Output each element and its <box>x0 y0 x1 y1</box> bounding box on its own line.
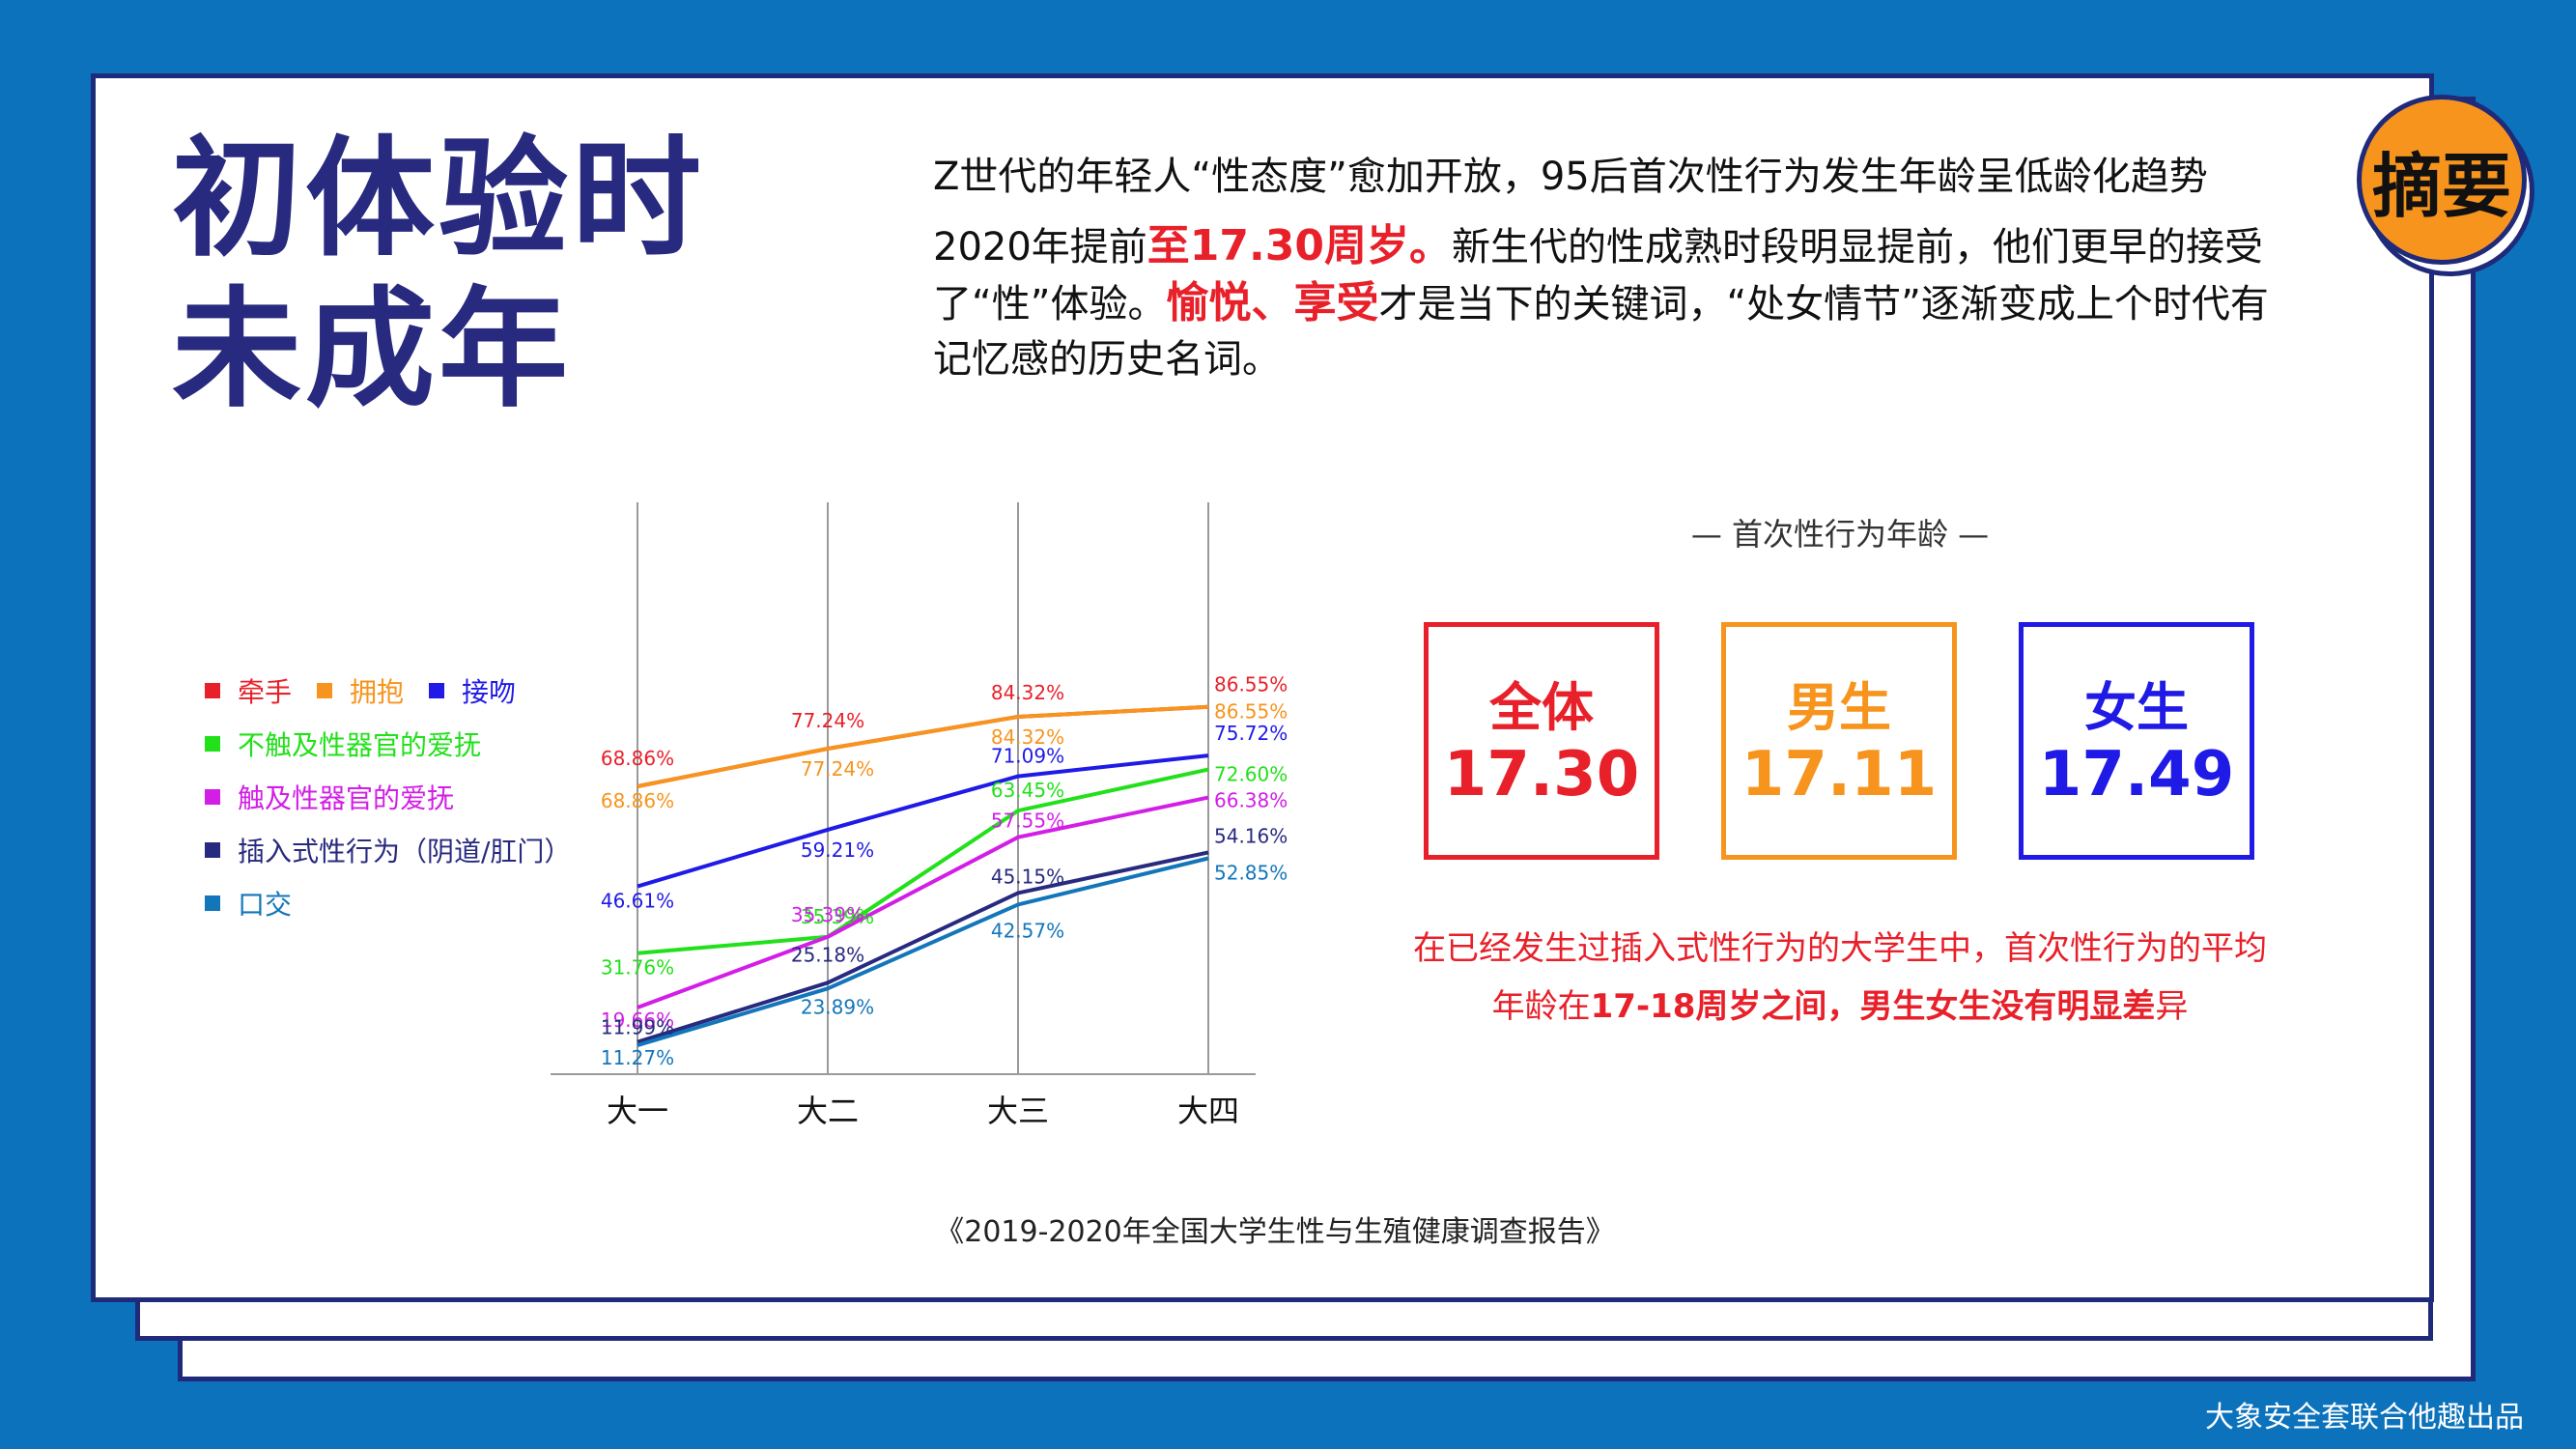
data-label: 63.45% <box>991 779 1064 802</box>
legend-item-oral: 口交 <box>205 884 292 923</box>
legend-label: 触及性器官的爱抚 <box>238 782 455 814</box>
series-line-6 <box>637 850 1209 1044</box>
legend-swatch <box>429 683 445 698</box>
data-label: 11.27% <box>601 1046 674 1069</box>
legend-swatch <box>317 683 333 698</box>
summary-badge: 摘要 <box>2357 95 2527 265</box>
legend-row-2: 不触及性器官的爱抚 <box>205 729 596 761</box>
legend-label: 口交 <box>238 889 293 921</box>
age-note: 在已经发生过插入式性行为的大学生中，首次性行为的平均 年龄在17-18周岁之间，… <box>1343 920 2337 1036</box>
para-text-1: 2020年提前 <box>933 225 1147 270</box>
age-box-value: 17.30 <box>1443 739 1640 810</box>
age-box-label: 男生 <box>1787 677 1891 738</box>
legend-item-kiss: 接吻 <box>429 671 516 710</box>
age-section-title: — 首次性行为年龄 — <box>1690 516 1990 553</box>
data-label: 86.55% <box>1214 700 1288 724</box>
data-label: 25.18% <box>791 943 864 966</box>
chart-legend: 牵手 拥抱 接吻 不触及性器官的爱抚 触及性器官的爱抚 插入式性行为（阴道/肛门… <box>205 676 596 942</box>
line-chart: 大一 大二 大三 大四 68.86% 77.24% 84.32% 86.55% 68.86% 77… <box>551 502 1288 1129</box>
note-text-a: 年龄在 <box>1491 987 1591 1026</box>
legend-swatch <box>205 736 220 752</box>
series-line-1 <box>637 704 1209 788</box>
para-text-2: 新生代的性成熟时段明显提前，他们更早的接受了“性”体验。 <box>933 225 2263 327</box>
series-line-3 <box>637 753 1209 889</box>
data-label: 68.86% <box>601 747 674 770</box>
lead-sentence: Z世代的年轻人“性态度”愈加开放，95后首次性行为发生年龄呈低龄化趋势 <box>933 155 2208 199</box>
age-box-value: 17.11 <box>1741 739 1938 810</box>
data-label: 54.16% <box>1214 824 1288 847</box>
age-note-line-1: 在已经发生过插入式性行为的大学生中，首次性行为的平均 <box>1413 929 2267 968</box>
x-tick-label: 大一 <box>607 1093 668 1129</box>
age-box-label: 全体 <box>1489 677 1594 738</box>
series-line-4 <box>637 767 1209 955</box>
series-line-2 <box>637 704 1209 788</box>
data-label: 86.55% <box>1214 673 1288 696</box>
data-label: 19.66% <box>601 1009 674 1032</box>
legend-item-hold-hands: 牵手 <box>205 671 292 710</box>
legend-label: 插入式性行为（阴道/肛门） <box>238 836 572 867</box>
data-label: 59.21% <box>801 838 874 862</box>
age-box-female: 女生 17.49 <box>2019 622 2254 860</box>
legend-label: 拥抱 <box>350 676 405 708</box>
legend-swatch <box>205 683 220 698</box>
page-title: 初体验时 未成年 <box>172 124 705 425</box>
legend-label: 牵手 <box>238 676 293 708</box>
legend-swatch <box>205 895 220 911</box>
data-label: 42.57% <box>991 919 1064 942</box>
data-label: 45.15% <box>991 865 1064 888</box>
para-highlight-age: 至17.30周岁。 <box>1146 221 1452 270</box>
main-card <box>91 73 2434 1302</box>
legend-label: 接吻 <box>462 676 517 708</box>
legend-item-hug: 拥抱 <box>317 671 404 710</box>
legend-row-1: 牵手 拥抱 接吻 <box>205 676 596 708</box>
legend-swatch <box>205 842 220 858</box>
data-label: 68.86% <box>601 789 674 812</box>
data-label: 31.76% <box>601 956 674 980</box>
legend-item-caress-no-genital: 不触及性器官的爱抚 <box>205 724 481 763</box>
age-box-male: 男生 17.11 <box>1721 622 1957 860</box>
data-label: 11.99% <box>601 1016 674 1039</box>
title-line-2: 未成年 <box>172 274 573 425</box>
para-text-3: 才是当下的关键词，“处女情节”逐渐变成上个时代有记忆感的历史名词。 <box>933 282 2269 382</box>
legend-row-4: 插入式性行为（阴道/肛门） <box>205 836 596 867</box>
legend-item-penetrative: 插入式性行为（阴道/肛门） <box>205 831 571 869</box>
x-tick-label: 大三 <box>987 1093 1049 1129</box>
data-label: 46.61% <box>601 890 674 913</box>
data-label: 66.38% <box>1214 789 1288 812</box>
data-label: 71.09% <box>991 745 1064 768</box>
data-label: 35.39% <box>791 903 864 926</box>
data-label: 77.24% <box>791 709 864 732</box>
legend-swatch <box>205 789 220 805</box>
note-text-c: 异 <box>2155 987 2189 1026</box>
note-bold: 17-18周岁之间，男生女生没有明显差 <box>1590 987 2156 1026</box>
age-note-line-2: 年龄在17-18周岁之间，男生女生没有明显差异 <box>1343 978 2337 1036</box>
data-label: 75.72% <box>1214 722 1288 745</box>
para-highlight-keywords: 愉悦、享受 <box>1166 278 1379 327</box>
data-label: 77.24% <box>801 757 874 781</box>
age-box-label: 女生 <box>2084 677 2189 738</box>
data-label: 23.89% <box>801 995 874 1018</box>
series-line-7 <box>637 856 1209 1048</box>
age-box-all: 全体 17.30 <box>1424 622 1659 860</box>
series-line-5 <box>637 795 1209 1009</box>
x-tick-label: 大二 <box>797 1093 859 1129</box>
data-label: 35.39% <box>801 905 874 928</box>
title-line-1: 初体验时 <box>172 124 706 274</box>
data-label: 84.32% <box>991 725 1064 749</box>
data-label: 57.55% <box>991 810 1064 833</box>
legend-item-caress-genital: 触及性器官的爱抚 <box>205 778 454 816</box>
summary-paragraph: 2020年提前至17.30周岁。新生代的性成熟时段明显提前，他们更早的接受了“性… <box>933 218 2285 387</box>
source-citation: 《2019-2020年全国大学生性与生殖健康调查报告》 <box>935 1215 1615 1249</box>
data-label: 72.60% <box>1214 763 1288 786</box>
data-label: 52.85% <box>1214 862 1288 885</box>
credit-text: 大象安全套联合他趣出品 <box>2205 1401 2524 1435</box>
legend-row-5: 口交 <box>205 889 596 921</box>
legend-row-3: 触及性器官的爱抚 <box>205 782 596 814</box>
legend-label: 不触及性器官的爱抚 <box>238 729 482 761</box>
age-box-value: 17.49 <box>2038 739 2235 810</box>
x-tick-label: 大四 <box>1177 1093 1239 1129</box>
data-label: 84.32% <box>991 681 1064 704</box>
